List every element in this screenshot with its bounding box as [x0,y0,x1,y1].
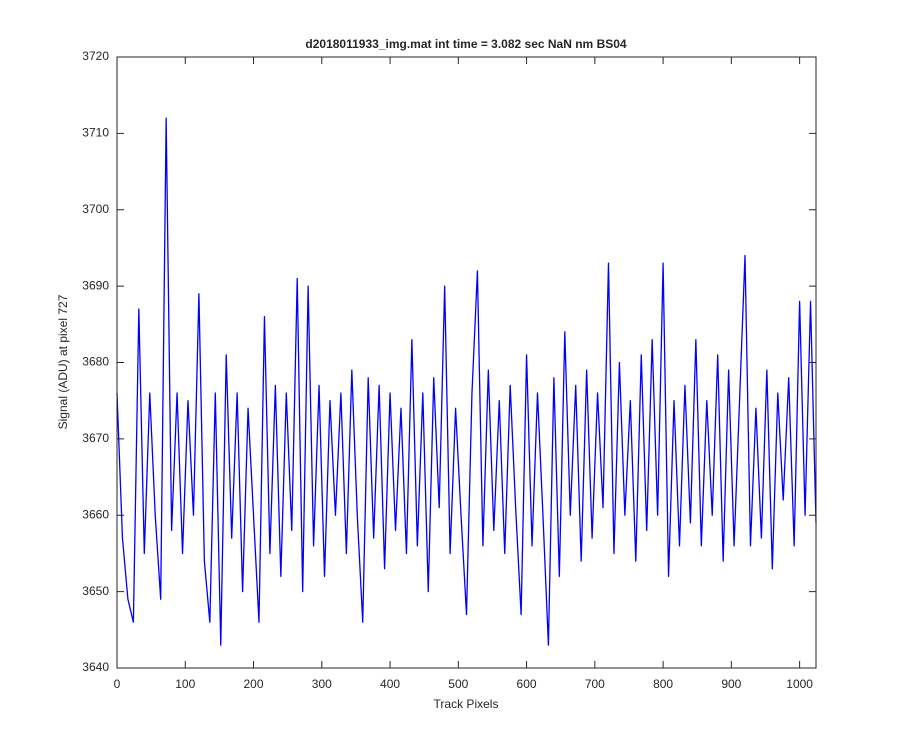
y-tick-label: 3700 [82,202,109,216]
y-tick-label: 3650 [82,584,109,598]
x-tick-label: 1000 [786,677,813,691]
x-tick-label: 500 [448,677,468,691]
data-line [116,117,817,646]
y-tick-label: 3640 [82,660,109,674]
x-tick-label: 0 [114,677,121,691]
x-tick-label: 600 [517,677,537,691]
x-tick-label: 300 [312,677,332,691]
x-axis-label: Track Pixels [434,697,499,711]
y-tick-label: 3660 [82,507,109,521]
x-tick-label: 400 [380,677,400,691]
y-tick-label: 3690 [82,278,109,292]
x-tick-label: 100 [175,677,195,691]
y-tick-label: 3710 [82,126,109,140]
y-tick-label: 3670 [82,431,109,445]
x-tick-label: 700 [585,677,605,691]
y-tick-label: 3680 [82,355,109,369]
y-axis-label: Signal (ADU) at pixel 727 [56,294,70,429]
x-tick-label: 200 [244,677,264,691]
chart-title: d2018011933_img.mat int time = 3.082 sec… [305,37,627,51]
x-tick-label: 800 [653,677,673,691]
x-tick-label: 900 [721,677,741,691]
y-tick-label: 3720 [82,49,109,63]
